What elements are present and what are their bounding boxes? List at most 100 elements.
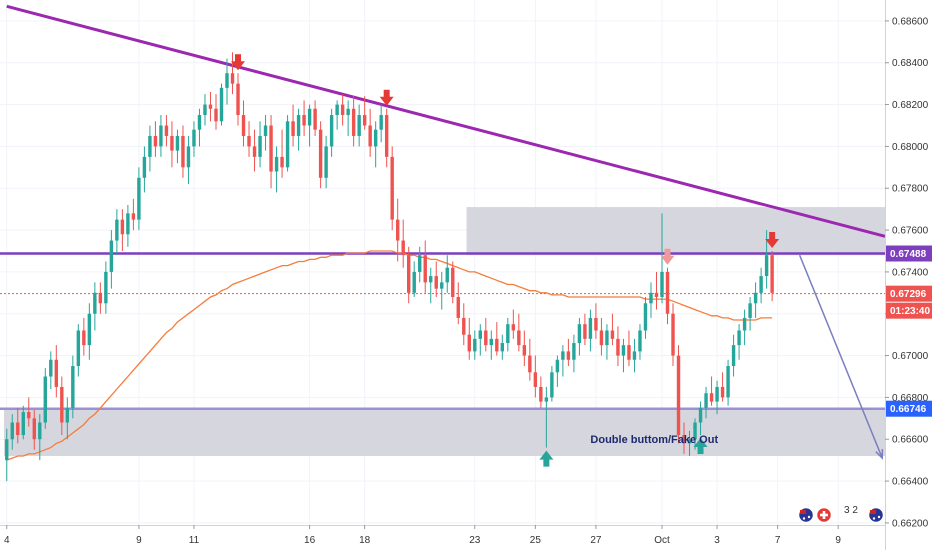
price-tag-label-2: 01:23:40: [890, 306, 930, 317]
candle-body-102: [566, 351, 571, 360]
au-flag-icon-0[interactable]: [797, 506, 815, 524]
candle-121: [671, 303, 675, 367]
candle-89: [495, 322, 499, 356]
candle-113: [627, 330, 631, 367]
y-tick-label-4: 0.67000: [892, 351, 929, 362]
x-tick-label-5: 23: [469, 535, 481, 546]
candle-16: [93, 282, 97, 331]
candle-body-12: [71, 366, 75, 408]
x-tick-label-11: 9: [835, 535, 841, 546]
price-tag-label-1: 0.67296: [890, 289, 927, 300]
candle-body-118: [654, 292, 659, 298]
candle-body-117: [649, 292, 653, 304]
zone-rect-1[interactable]: [466, 207, 885, 256]
candle-18: [104, 261, 108, 314]
price-axis[interactable]: 0.66200 0.66400 0.66600 0.66800 0.67000 0.672…: [885, 0, 932, 550]
candle-body-119: [660, 271, 664, 298]
candle-67: [373, 121, 378, 168]
candle-body-32: [181, 135, 185, 168]
candle-body-92: [511, 324, 516, 331]
candle-body-89: [495, 338, 499, 352]
candle-body-23: [131, 213, 136, 220]
candle-body-46: [258, 135, 262, 157]
candle-94: [522, 330, 527, 367]
candle-body-129: [715, 386, 719, 402]
candle-8: [49, 351, 53, 390]
candle-body-37: [208, 104, 213, 109]
candle-body-30: [170, 135, 174, 151]
zones-layer: [4, 207, 885, 456]
candle-135: [748, 297, 752, 331]
candle-body-108: [599, 330, 604, 346]
candle-69: [384, 108, 389, 168]
annotation-label: Double buttom/Fake Out: [590, 434, 718, 446]
candle-body-51: [285, 121, 290, 168]
candle-127: [704, 386, 708, 419]
y-tick-label-9: 0.68000: [892, 142, 929, 153]
candle-105: [583, 313, 587, 346]
candle-23: [131, 198, 136, 231]
candle-55: [307, 104, 312, 147]
candle-37: [208, 92, 213, 122]
candle-114: [632, 338, 637, 373]
price-axis-bg: [885, 0, 932, 550]
au-flag-icon-2[interactable]: [867, 506, 885, 524]
candle-body-101: [561, 351, 565, 360]
price-tag-label-0: 0.67488: [890, 249, 927, 260]
swiss-flag-icon-1[interactable]: [815, 506, 833, 524]
candle-body-136: [753, 292, 758, 304]
candle-98: [544, 386, 549, 448]
candle-body-104: [577, 324, 582, 344]
zone-rect-0[interactable]: [4, 407, 885, 456]
candle-22: [126, 204, 130, 247]
candle-86: [478, 324, 482, 356]
candle-body-132: [731, 345, 736, 367]
moving-average-layer: [6, 250, 773, 461]
candle-25: [142, 146, 147, 193]
candle-33: [186, 135, 191, 185]
candle-80: [445, 255, 449, 293]
candle-102: [566, 338, 571, 367]
candle-body-44: [247, 135, 251, 147]
arrow-down-icon-1: [379, 89, 394, 106]
x-tick-label-2: 11: [189, 535, 200, 546]
candle-122: [676, 345, 681, 444]
candle-body-127: [704, 393, 708, 408]
candle-81: [451, 261, 455, 304]
candle-56: [313, 100, 317, 136]
candle-126: [698, 401, 703, 436]
x-tick-label-7: 27: [590, 535, 602, 546]
candle-body-25: [142, 156, 147, 178]
candle-32: [181, 125, 185, 178]
candle-body-106: [588, 317, 593, 339]
candle-0: [5, 428, 9, 482]
projection-arrow[interactable]: [798, 254, 883, 459]
candle-10: [60, 376, 64, 436]
candle-54: [302, 100, 306, 136]
candle-4: [27, 397, 31, 427]
candle-body-96: [533, 372, 538, 387]
y-tick-label-11: 0.68400: [892, 58, 929, 69]
x-tick-label-6: 25: [530, 535, 542, 546]
trendline[interactable]: [6, 4, 886, 238]
candle-78: [434, 261, 438, 298]
candle-20: [115, 209, 119, 256]
candle-99: [550, 366, 554, 402]
time-axis[interactable]: 4 9 11 16 18 23 25 27 Oct 3 7 9: [0, 525, 885, 550]
candle-body-3: [21, 412, 25, 436]
candle-131: [726, 359, 730, 406]
candle-72: [401, 219, 405, 268]
candle-body-33: [186, 146, 191, 168]
candle-body-137: [759, 276, 763, 293]
candle-body-68: [379, 115, 383, 130]
candle-body-135: [748, 303, 752, 318]
candle-body-70: [390, 156, 394, 220]
candle-body-14: [82, 330, 86, 346]
candle-body-66: [368, 125, 372, 147]
candle-body-8: [49, 359, 53, 377]
candle-body-116: [643, 303, 648, 331]
candle-body-103: [572, 343, 576, 360]
price-tag-1: 0.67296: [886, 285, 932, 302]
candle-124: [687, 430, 692, 456]
